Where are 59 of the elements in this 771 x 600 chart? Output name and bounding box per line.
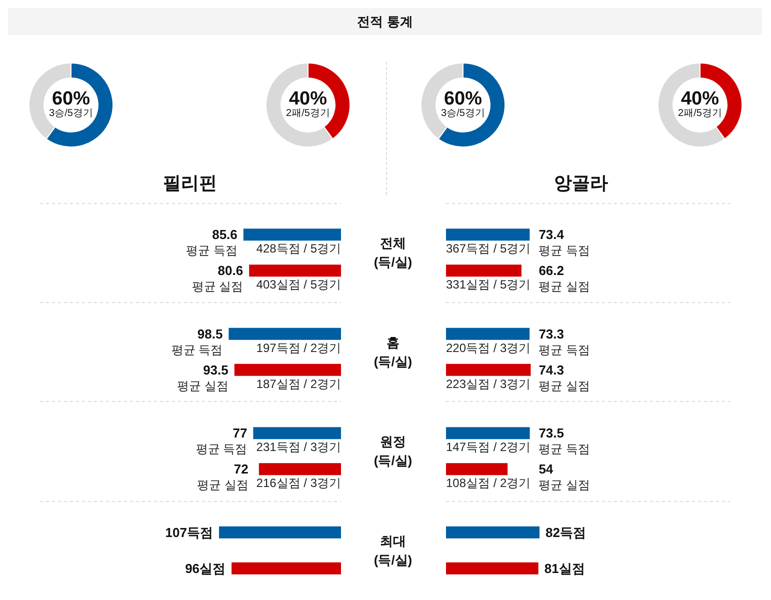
bar: [446, 526, 540, 538]
data-label: 85.6 평균 득점: [186, 227, 238, 258]
data-label: 81실점: [544, 560, 585, 576]
bar: [232, 562, 341, 574]
data-label: 80.6 평균 실점: [192, 263, 244, 294]
bar: [446, 264, 522, 277]
data-label: 73.3 평균 득점: [538, 326, 590, 357]
data-label: 54 평균 실점: [538, 462, 590, 492]
bar: [228, 328, 341, 340]
y-tick-label: 홈 (득/실): [374, 334, 412, 369]
text: 60%: [444, 88, 482, 110]
annotation: 367득점 / 5경기: [446, 242, 531, 256]
data-label: 73.4 평균 득점: [538, 227, 590, 258]
text: 앙골라: [554, 173, 608, 193]
bar: [249, 264, 341, 277]
bar: [219, 526, 341, 538]
bar: [446, 463, 508, 476]
y-tick-label: 전체 (득/실): [374, 236, 412, 270]
y-tick-label: 최대 (득/실): [374, 533, 412, 568]
data-label: 74.3 평균 실점: [538, 362, 590, 393]
data-label: 66.2 평균 실점: [538, 263, 590, 294]
annotation: 231득점 / 3경기: [256, 440, 341, 454]
annotation: 403실점 / 5경기: [256, 278, 341, 292]
data-label: 98.5 평균 득점: [171, 326, 223, 357]
text: 3승/5경기: [441, 108, 485, 119]
annotation: 147득점 / 2경기: [446, 440, 531, 454]
bar: [234, 364, 341, 376]
bar: [446, 562, 538, 574]
bar: [446, 228, 530, 241]
bar: [258, 463, 341, 476]
text: 필리핀: [163, 173, 217, 193]
text: 전적 통계: [357, 14, 413, 29]
data-label: 72 평균 실점: [196, 462, 248, 492]
text: 2패/5경기: [678, 108, 722, 119]
annotation: 197득점 / 2경기: [256, 340, 341, 355]
data-label: 77 평균 득점: [196, 426, 248, 456]
annotation: 108실점 / 2경기: [446, 476, 531, 490]
bar: [253, 427, 341, 440]
annotation: 331실점 / 5경기: [446, 278, 531, 292]
text: 40%: [680, 88, 720, 110]
annotation: 216실점 / 3경기: [256, 476, 341, 490]
y-tick-label: 원정 (득/실): [374, 434, 412, 468]
bar: [446, 364, 531, 376]
text: 2패/5경기: [286, 108, 330, 119]
annotation: 220득점 / 3경기: [446, 340, 531, 355]
bar: [243, 228, 341, 241]
data-label: 96실점: [185, 560, 226, 576]
annotation: 223실점 / 3경기: [446, 376, 531, 391]
bar: [446, 427, 530, 440]
bar: [446, 328, 530, 340]
annotation: 187실점 / 2경기: [256, 376, 341, 391]
data-label: 82득점: [545, 524, 586, 540]
data-label: 107득점: [165, 524, 213, 540]
annotation: 428득점 / 5경기: [256, 242, 341, 256]
data-label: 93.5 평균 실점: [177, 362, 228, 393]
text: 60%: [52, 88, 90, 110]
data-label: 73.5 평균 득점: [538, 426, 590, 456]
text: 40%: [288, 88, 328, 110]
text: 3승/5경기: [49, 108, 93, 119]
